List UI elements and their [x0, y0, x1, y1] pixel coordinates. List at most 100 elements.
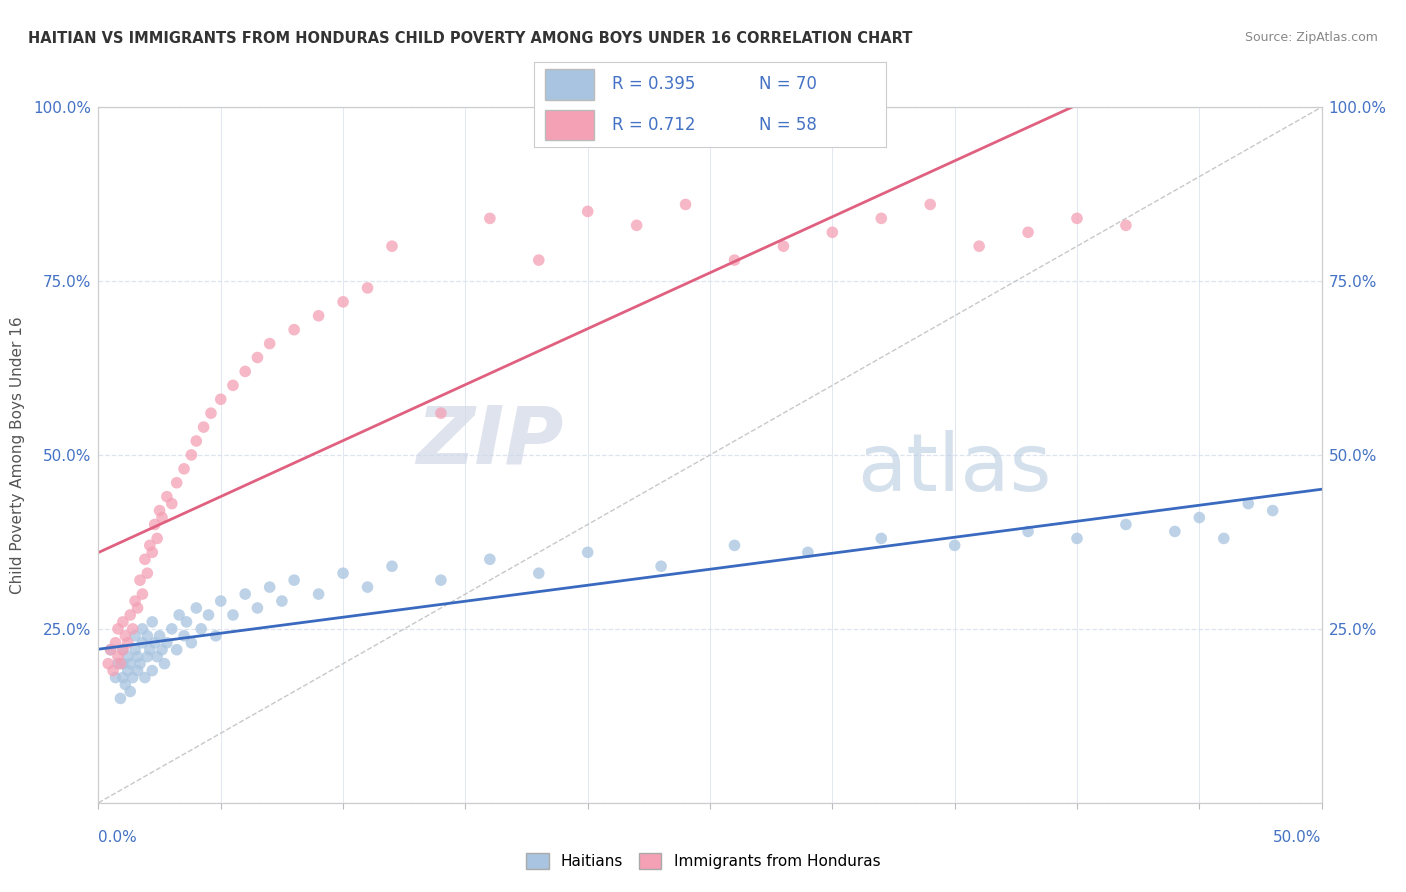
Point	[1115, 517, 1137, 532]
Point	[626, 219, 648, 233]
FancyBboxPatch shape	[544, 110, 593, 140]
Point	[1066, 211, 1088, 226]
Point	[1237, 497, 1260, 511]
Text: 50.0%: 50.0%	[1274, 830, 1322, 845]
Y-axis label: Child Poverty Among Boys Under 16: Child Poverty Among Boys Under 16	[10, 316, 25, 594]
Point	[356, 281, 378, 295]
Point	[576, 204, 599, 219]
Point	[870, 211, 893, 226]
Point	[156, 636, 179, 650]
Point	[332, 566, 354, 581]
Point	[120, 657, 142, 671]
Point	[121, 671, 143, 685]
Point	[136, 649, 159, 664]
Point	[222, 607, 245, 622]
Point	[675, 197, 697, 211]
Point	[139, 642, 162, 657]
Point	[150, 642, 173, 657]
Point	[111, 671, 134, 685]
Text: HAITIAN VS IMMIGRANTS FROM HONDURAS CHILD POVERTY AMONG BOYS UNDER 16 CORRELATIO: HAITIAN VS IMMIGRANTS FROM HONDURAS CHIL…	[28, 31, 912, 46]
Point	[222, 378, 245, 392]
Text: ZIP: ZIP	[416, 402, 564, 480]
Point	[131, 636, 153, 650]
Text: atlas: atlas	[856, 430, 1052, 508]
Point	[478, 211, 501, 226]
Point	[246, 351, 269, 365]
Point	[193, 420, 215, 434]
Point	[259, 580, 281, 594]
Point	[1017, 225, 1039, 239]
Point	[136, 629, 159, 643]
Point	[160, 497, 183, 511]
Point	[104, 671, 127, 685]
Point	[430, 406, 453, 420]
Point	[430, 573, 453, 587]
Point	[772, 239, 794, 253]
Point	[107, 657, 129, 671]
Point	[173, 629, 195, 643]
Point	[134, 552, 156, 566]
Point	[1017, 524, 1039, 539]
Point	[120, 684, 142, 698]
Point	[167, 607, 190, 622]
Point	[160, 622, 183, 636]
Point	[153, 657, 176, 671]
Point	[205, 629, 228, 643]
Point	[356, 580, 378, 594]
Point	[114, 677, 136, 691]
Point	[146, 649, 169, 664]
Point	[190, 622, 212, 636]
Point	[186, 434, 208, 448]
Point	[209, 392, 232, 407]
Point	[209, 594, 232, 608]
Point	[110, 691, 132, 706]
Point	[381, 239, 404, 253]
Point	[100, 642, 122, 657]
Point	[943, 538, 966, 552]
Point	[527, 253, 550, 268]
Point	[127, 601, 149, 615]
Text: R = 0.712: R = 0.712	[612, 116, 695, 134]
FancyBboxPatch shape	[544, 70, 593, 100]
Text: R = 0.395: R = 0.395	[612, 76, 695, 94]
Point	[131, 587, 153, 601]
Point	[129, 573, 152, 587]
Point	[134, 671, 156, 685]
Point	[143, 517, 166, 532]
Point	[308, 587, 330, 601]
Point	[139, 538, 162, 552]
Point	[120, 607, 142, 622]
Point	[149, 629, 172, 643]
Point	[176, 615, 198, 629]
Point	[246, 601, 269, 615]
Point	[121, 622, 143, 636]
Point	[100, 642, 122, 657]
Point	[1261, 503, 1284, 517]
Point	[101, 664, 124, 678]
Point	[723, 253, 745, 268]
Point	[381, 559, 404, 574]
Point	[141, 545, 163, 559]
Point	[124, 629, 146, 643]
Point	[197, 607, 219, 622]
Point	[124, 642, 146, 657]
Point	[723, 538, 745, 552]
Point	[104, 636, 127, 650]
Point	[127, 649, 149, 664]
Point	[97, 657, 120, 671]
Point	[114, 629, 136, 643]
Point	[821, 225, 844, 239]
Point	[870, 532, 893, 546]
Point	[1115, 219, 1137, 233]
Point	[650, 559, 672, 574]
Point	[129, 657, 152, 671]
Point	[200, 406, 222, 420]
Point	[166, 642, 188, 657]
Point	[143, 636, 166, 650]
Point	[173, 462, 195, 476]
Point	[117, 664, 139, 678]
Point	[111, 657, 134, 671]
Point	[180, 448, 202, 462]
Point	[233, 364, 256, 378]
Point	[141, 615, 163, 629]
